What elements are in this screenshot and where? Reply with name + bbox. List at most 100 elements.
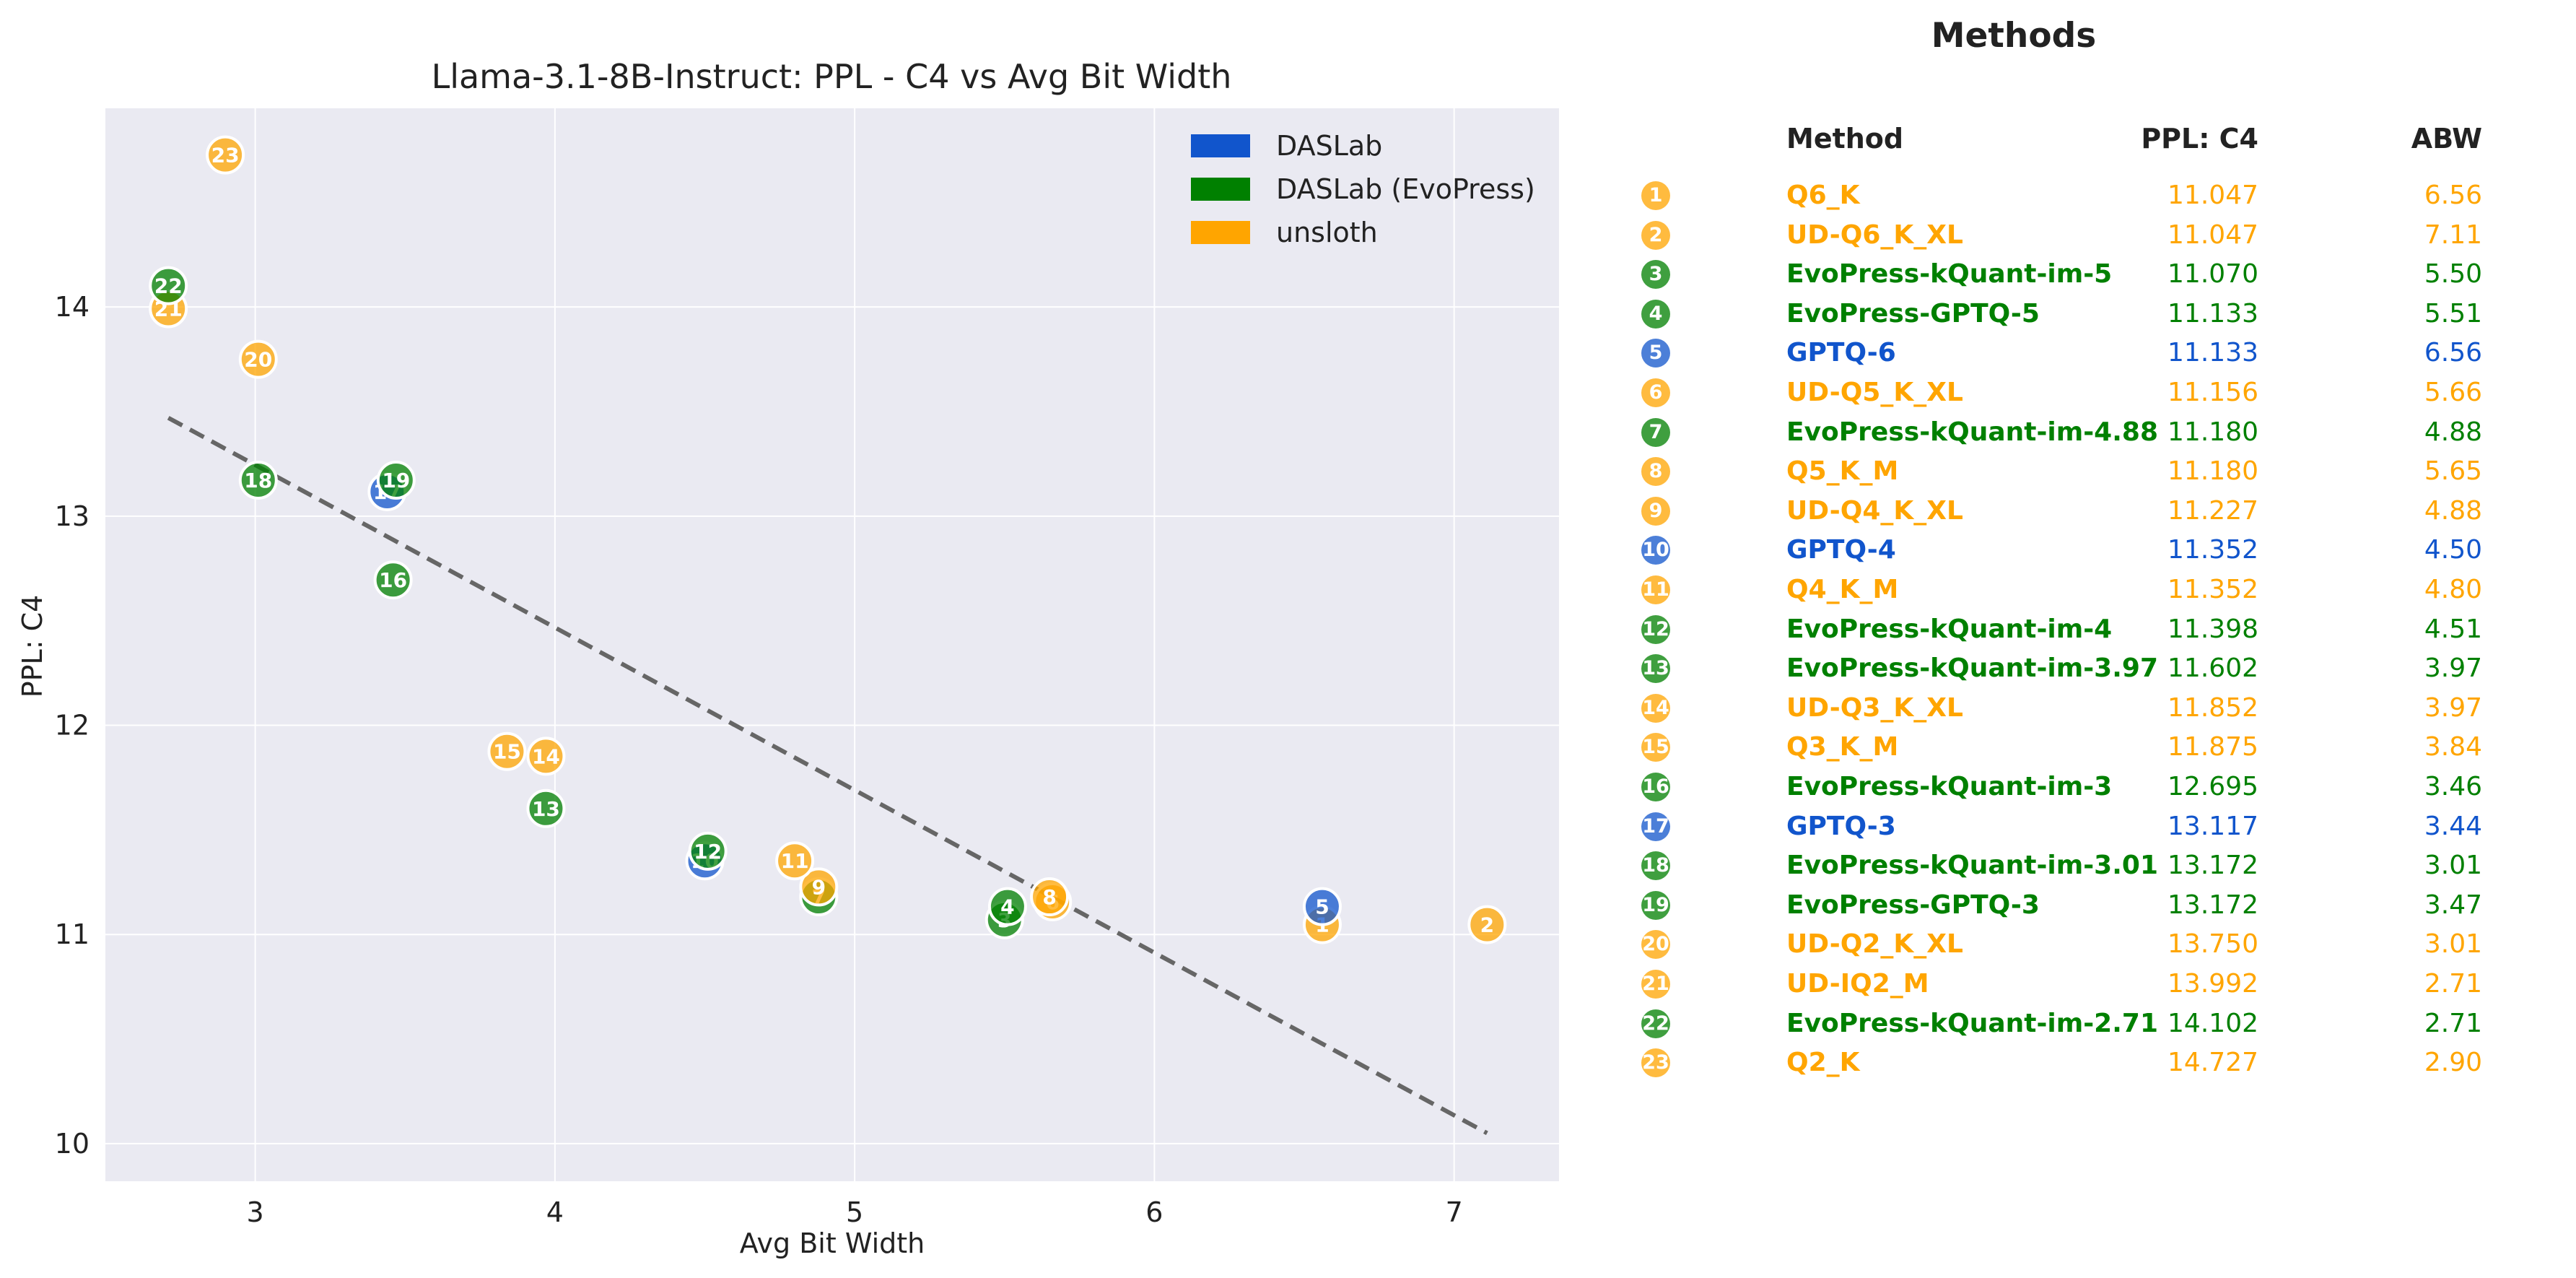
y-tick-label: 12 [55,710,89,742]
point-marker [1030,877,1070,917]
data-point-4: 4 [987,887,1027,926]
point-marker [376,461,416,500]
method-abw: 5.50 [2424,259,2482,290]
method-name: GPTQ-6 [1786,338,1896,368]
method-number-badge: 16 [1641,773,1670,801]
legend-label: DASLab (EvoPress) [1276,173,1535,205]
method-name: UD-IQ2_M [1786,969,1929,999]
y-tick-label: 14 [55,291,89,323]
method-abw: 6.56 [2424,181,2482,210]
scatter-chart: Llama-3.1-8B-Instruct: PPL - C4 vs Avg B… [17,57,1559,1259]
method-ppl: 13.117 [2167,811,2258,841]
method-number-badge: 2 [1641,220,1670,250]
method-name: EvoPress-kQuant-im-3 [1786,772,2113,801]
method-name: Q2_K [1786,1048,1860,1078]
point-label: 22 [154,274,183,298]
method-number-badge: 14 [1641,693,1670,723]
point-label: 23 [211,144,240,168]
method-number-badge: 19 [1641,890,1670,920]
method-name: UD-Q4_K_XL [1786,495,1963,526]
point-label: 2 [1480,913,1494,937]
method-name: EvoPress-kQuant-im-4 [1786,614,2113,644]
chart-title: Llama-3.1-8B-Instruct: PPL - C4 vs Avg B… [432,57,1232,96]
method-ppl: 11.602 [2167,653,2258,684]
method-ppl: 11.047 [2167,219,2258,250]
method-ppl: 14.727 [2167,1048,2258,1078]
method-ppl: 14.102 [2167,1008,2258,1038]
method-name: UD-Q2_K_XL [1786,929,1963,960]
method-number-badge: 1 [1641,181,1670,210]
method-name: EvoPress-kQuant-im-3.97 [1786,653,2159,684]
method-number-badge: 18 [1641,851,1670,881]
y-tick-label: 10 [55,1128,89,1160]
method-abw: 7.11 [2424,219,2482,250]
data-point-13: 13 [526,788,566,828]
method-ppl: 11.180 [2167,456,2258,487]
method-abw: 3.46 [2424,772,2482,801]
method-number-badge: 21 [1641,970,1670,999]
method-row: 3 EvoPress-kQuant-im-5 11.070 5.50 [1573,256,2576,295]
method-row: 14 UD-Q3_K_XL 11.852 3.97 [1573,690,2576,729]
method-number-badge: 9 [1641,496,1670,526]
method-number-badge: 15 [1641,733,1670,762]
legend-swatch [1191,178,1250,201]
point-label: 8 [1042,885,1056,909]
method-number-badge: 20 [1641,930,1670,960]
method-abw: 3.97 [2424,692,2482,723]
method-number-badge: 12 [1641,614,1670,644]
method-number-badge: 13 [1641,654,1670,684]
method-name: Q3_K_M [1786,732,1899,762]
method-name: Q6_K [1786,181,1860,210]
point-label: 20 [244,348,272,372]
method-row: 8 Q5_K_M 11.180 5.65 [1573,453,2576,492]
methods-title: Methods [1931,16,2097,56]
method-name: GPTQ-3 [1786,811,1896,841]
method-number-badge: 10 [1641,536,1670,565]
data-point-5: 5 [1302,887,1342,926]
data-point-15: 15 [487,731,527,771]
data-point-19: 19 [376,461,416,500]
method-row: 6 UD-Q5_K_XL 11.156 5.66 [1573,375,2576,414]
method-number-badge: 17 [1641,812,1670,841]
method-number-badge: 8 [1641,457,1670,487]
method-abw: 4.80 [2424,575,2482,604]
point-marker [238,339,278,379]
method-row: 4 EvoPress-GPTQ-5 11.133 5.51 [1573,296,2576,335]
method-name: GPTQ-4 [1786,535,1896,565]
data-points: 1234567891011121314151617181920212223 [149,135,1507,944]
point-marker [799,867,839,907]
y-tick-label: 13 [55,500,89,532]
method-row: 19 EvoPress-GPTQ-3 13.172 3.47 [1573,887,2576,926]
point-marker [526,788,566,828]
method-name: Q5_K_M [1786,456,1899,487]
method-row: 22 EvoPress-kQuant-im-2.71 14.102 2.71 [1573,1006,2576,1045]
data-point-11: 11 [775,841,815,881]
method-row: 13 EvoPress-kQuant-im-3.97 11.602 3.97 [1573,651,2576,690]
method-row: 12 EvoPress-kQuant-im-4 11.398 4.51 [1573,612,2576,651]
method-ppl: 11.156 [2167,378,2258,407]
point-marker [1467,905,1507,944]
method-ppl: 11.227 [2167,495,2258,526]
point-label: 4 [1000,895,1014,919]
legend-label: DASLab [1276,130,1382,162]
point-marker [775,841,815,881]
method-row: 7 EvoPress-kQuant-im-4.88 11.180 4.88 [1573,414,2576,453]
ppl-column-header: PPL: C4 [2141,123,2258,155]
method-row: 16 EvoPress-kQuant-im-3 12.695 3.46 [1573,769,2576,808]
method-abw: 5.66 [2424,378,2482,407]
method-abw: 3.84 [2424,732,2482,762]
data-point-18: 18 [238,461,278,500]
point-label: 18 [244,469,272,492]
method-abw: 3.97 [2424,653,2482,684]
point-label: 13 [532,797,560,821]
method-ppl: 11.133 [2167,338,2258,368]
point-marker [487,731,527,771]
method-name: Q4_K_M [1786,575,1899,604]
method-ppl: 11.875 [2167,732,2258,762]
method-number-badge: 6 [1641,378,1670,407]
point-label: 15 [493,740,521,764]
method-abw: 5.65 [2424,456,2482,487]
method-ppl: 12.695 [2167,772,2258,801]
method-ppl: 11.352 [2167,575,2258,604]
data-point-12: 12 [688,831,728,871]
